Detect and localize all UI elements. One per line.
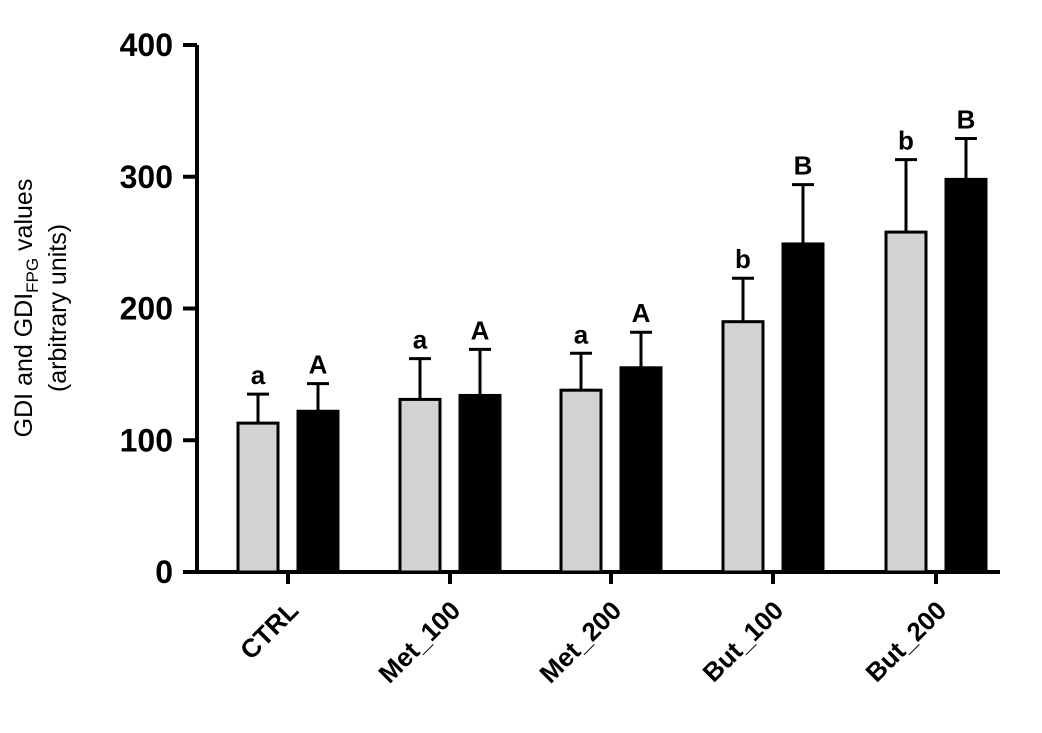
x-tick-label: But_100: [697, 595, 790, 688]
x-tick-label: Met_200: [533, 595, 627, 689]
bar: [296, 409, 340, 574]
x-tick-label: But_200: [860, 595, 953, 688]
x-tick-label: CTRL: [234, 595, 304, 665]
significance-letter: A: [309, 350, 328, 380]
x-axis: CTRL Met_100 Met_200 But_100 But_200: [195, 570, 1000, 689]
significance-letter: a: [251, 360, 266, 390]
significance-letter: B: [794, 151, 813, 181]
y-tick-label: 100: [120, 422, 173, 458]
x-tick-label: Met_100: [372, 595, 466, 689]
bar: [458, 393, 502, 574]
bar: [884, 230, 928, 574]
y-tick-label: 400: [120, 27, 173, 63]
y-axis: 0 100 200 300 400: [120, 27, 199, 590]
significance-letter: a: [574, 319, 589, 349]
significance-letter: B: [957, 105, 976, 135]
significance-letter: b: [735, 244, 751, 274]
significance-letter: A: [632, 298, 651, 328]
bar: [236, 421, 280, 574]
bar: [721, 320, 765, 574]
significance-letter: A: [471, 315, 490, 345]
y-tick-label: 0: [155, 554, 173, 590]
y-axis-label: GDI and GDIFPG values: [10, 179, 42, 438]
bar: [944, 177, 988, 574]
y-axis-label-line2: (arbitrary units): [44, 224, 72, 392]
bar: [781, 242, 825, 574]
y-tick-label: 300: [120, 159, 173, 195]
bar: [398, 397, 442, 574]
significance-letter: b: [898, 126, 914, 156]
bar: [619, 366, 663, 574]
bar: [559, 388, 603, 574]
y-tick-label: 200: [120, 291, 173, 327]
significance-letter: a: [413, 325, 428, 355]
